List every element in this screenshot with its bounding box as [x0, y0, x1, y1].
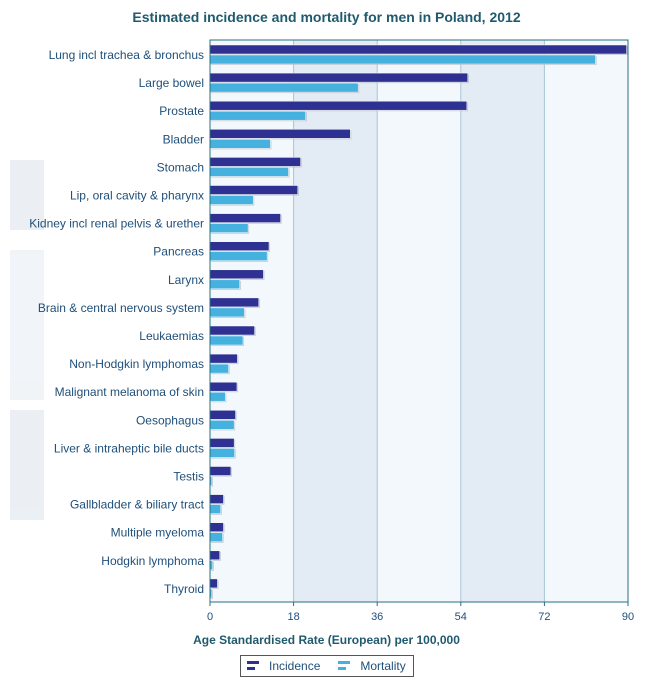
- bar-mortality: [209, 139, 271, 149]
- bar-mortality: [209, 251, 268, 261]
- plot-background: [210, 40, 628, 602]
- bar-incidence: [209, 438, 235, 448]
- x-tick-label: 72: [538, 611, 550, 623]
- bars: [209, 44, 628, 599]
- category-label: Hodgkin lymphoma: [101, 554, 204, 568]
- bar-mortality: [209, 82, 359, 93]
- category-label: Leukaemias: [139, 329, 204, 343]
- x-axis-label: Age Standardised Rate (European) per 100…: [193, 633, 460, 647]
- bar-incidence: [209, 550, 221, 561]
- bar-mortality: [209, 335, 244, 346]
- category-label: Liver & intraheptic bile ducts: [54, 441, 204, 455]
- category-label: Brain & central nervous system: [38, 301, 204, 315]
- bar-incidence: [209, 410, 236, 420]
- bar-mortality: [209, 110, 306, 121]
- bar-mortality: [209, 363, 229, 374]
- bar-incidence: [209, 44, 627, 55]
- legend-item-incidence: Incidence: [247, 659, 320, 673]
- bar-incidence: [209, 578, 218, 589]
- bar-mortality: [209, 391, 226, 402]
- category-label: Multiple myeloma: [111, 526, 205, 540]
- x-tick-label: 90: [622, 611, 634, 623]
- category-label: Lung incl trachea & bronchus: [49, 48, 204, 62]
- bar-incidence: [209, 522, 224, 532]
- category-label: Malignant melanoma of skin: [55, 385, 204, 399]
- category-label: Lip, oral cavity & pharynx: [70, 189, 204, 203]
- category-label: Kidney incl renal pelvis & urether: [29, 217, 204, 231]
- category-label: Non-Hodgkin lymphomas: [69, 357, 204, 371]
- bar-mortality: [209, 420, 235, 430]
- grid-lines: [293, 40, 545, 602]
- category-label: Large bowel: [139, 76, 204, 90]
- bar-incidence: [209, 185, 299, 195]
- bar-incidence: [209, 241, 270, 251]
- bar-mortality: [209, 532, 223, 542]
- category-label: Stomach: [157, 160, 204, 174]
- bar-incidence: [209, 466, 232, 476]
- bar-incidence: [209, 72, 469, 83]
- bar-mortality: [209, 448, 235, 458]
- bar-mortality: [209, 195, 254, 205]
- legend-label-incidence: Incidence: [269, 659, 321, 673]
- bar-incidence: [209, 129, 351, 139]
- axes: [209, 39, 629, 603]
- category-label: Larynx: [168, 273, 204, 287]
- plot-band: [293, 40, 378, 602]
- bar-incidence: [209, 100, 468, 111]
- legend-label-mortality: Mortality: [360, 659, 406, 673]
- bar-incidence: [209, 381, 238, 392]
- bar-mortality: [209, 167, 289, 177]
- bar-incidence: [209, 297, 260, 308]
- category-label: Testis: [173, 470, 204, 484]
- category-label: Bladder: [163, 132, 204, 146]
- plot-frame: [209, 39, 629, 603]
- bar-mortality: [209, 279, 240, 290]
- plot-band: [460, 40, 545, 602]
- bar-incidence: [209, 325, 255, 336]
- category-label: Oesophagus: [136, 413, 204, 427]
- bar-mortality: [209, 54, 596, 65]
- category-labels: Lung incl trachea & bronchus Large bowel P…: [29, 48, 204, 596]
- category-label: Thyroid: [164, 582, 204, 596]
- legend-item-mortality: Mortality: [338, 659, 406, 673]
- x-axis-ticks: 0 18 36 54 72 90: [207, 602, 634, 623]
- bar-mortality: [209, 307, 245, 318]
- watermark-logo: [10, 160, 44, 520]
- plot-band: [544, 40, 628, 602]
- bar-mortality: [209, 223, 249, 233]
- x-tick-label: 18: [287, 611, 299, 623]
- chart-title: Estimated incidence and mortality for me…: [132, 9, 521, 25]
- bar-incidence: [209, 494, 224, 504]
- category-label: Pancreas: [153, 245, 204, 259]
- bar-incidence: [209, 213, 281, 223]
- incidence-swatch-icon: [247, 661, 261, 671]
- x-tick-label: 0: [207, 611, 213, 623]
- plot-band: [377, 40, 461, 602]
- plot-band: [210, 40, 294, 602]
- category-label: Gallbladder & biliary tract: [70, 498, 205, 512]
- mortality-swatch-icon: [338, 661, 352, 671]
- bar-incidence: [209, 157, 301, 167]
- x-tick-label: 54: [455, 611, 467, 623]
- x-tick-label: 36: [371, 611, 383, 623]
- legend: Incidence Mortality: [240, 655, 414, 677]
- bar-mortality: [209, 504, 221, 514]
- bar-incidence: [209, 353, 238, 364]
- category-label: Prostate: [159, 104, 204, 118]
- bar-incidence: [209, 269, 264, 280]
